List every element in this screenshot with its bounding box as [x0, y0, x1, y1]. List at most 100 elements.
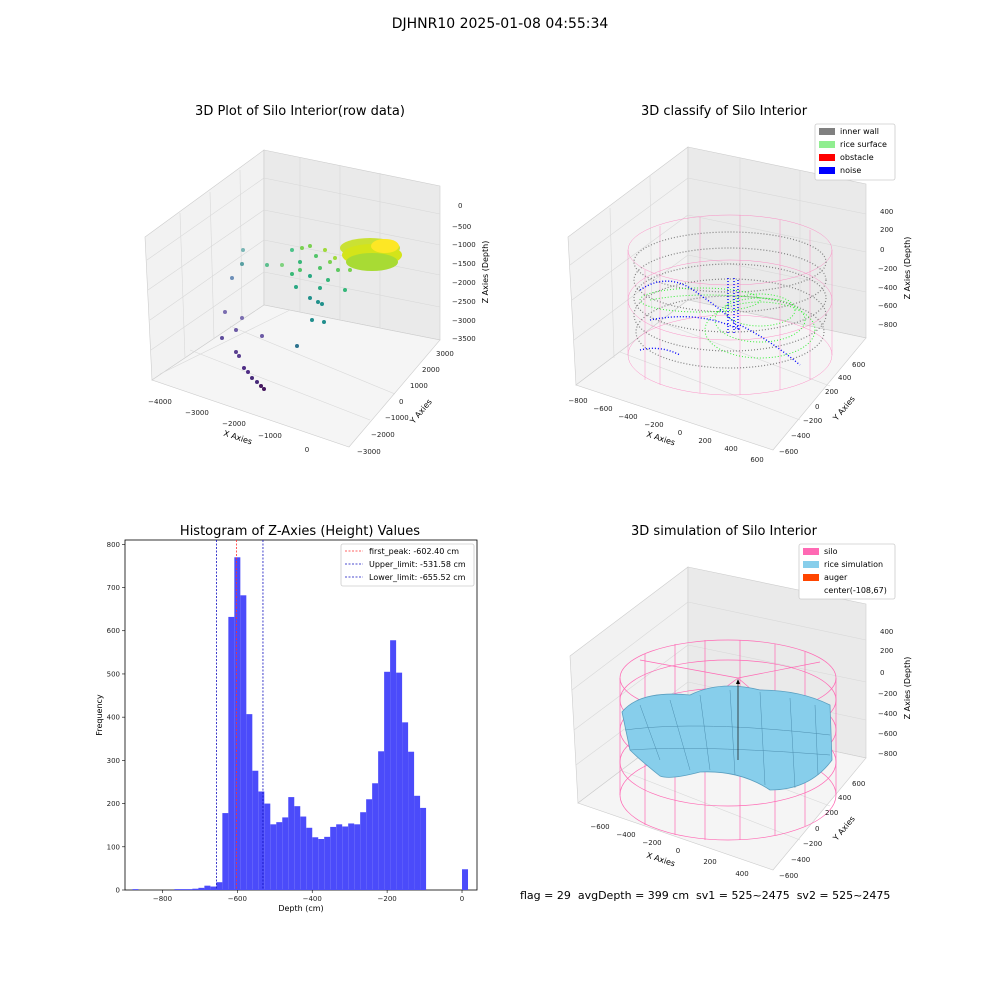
plot3-bars	[132, 557, 469, 890]
histogram-bar	[246, 714, 253, 890]
svg-text:200: 200	[880, 647, 893, 655]
legend-swatch-inner-wall	[819, 128, 835, 135]
svg-text:400: 400	[735, 870, 748, 878]
histogram-bar	[408, 751, 415, 890]
plot2-ylabel: Y Axies	[831, 394, 857, 423]
plot2-zlabel: Z Axies (Depth)	[903, 237, 912, 300]
plot1-zlabel: Z Axies (Depth)	[481, 241, 490, 304]
plot2-panes	[567, 146, 867, 451]
svg-text:400: 400	[880, 208, 893, 216]
y-tick-label: 500	[107, 670, 120, 678]
svg-text:−600: −600	[593, 405, 612, 413]
histogram-bar	[222, 813, 229, 890]
svg-text:−200: −200	[642, 839, 661, 847]
y-tick-label: 100	[107, 843, 120, 851]
histogram-bar	[420, 807, 427, 890]
svg-text:400: 400	[838, 374, 851, 382]
histogram-bar	[180, 889, 187, 890]
y-tick-label: 400	[107, 714, 120, 722]
svg-text:−500: −500	[452, 223, 471, 231]
legend-rice-surface: rice surface	[840, 140, 887, 149]
svg-text:0: 0	[880, 246, 884, 254]
svg-text:400: 400	[724, 445, 737, 453]
plot4-rice-surface	[621, 679, 833, 791]
svg-text:−600: −600	[779, 448, 798, 456]
legend-lower-limit: Lower_limit: -655.52 cm	[369, 573, 466, 582]
plot2-legend: inner wall rice surface obstacle noise	[814, 123, 896, 181]
svg-text:400: 400	[838, 794, 851, 802]
svg-text:0: 0	[880, 669, 884, 677]
x-tick-label: −800	[153, 895, 172, 903]
figure-suptitle: DJHNR10 2025-01-08 04:55:34	[391, 16, 609, 32]
svg-text:400: 400	[880, 628, 893, 636]
histogram-bar	[240, 595, 247, 890]
svg-text:0: 0	[305, 446, 309, 454]
histogram-bar	[300, 816, 307, 890]
histogram-bar	[312, 837, 319, 890]
y-tick-label: 700	[107, 584, 120, 592]
svg-text:−200: −200	[878, 690, 897, 698]
histogram-bar	[402, 722, 409, 890]
legend-swatch-noise	[819, 167, 835, 174]
histogram-bar	[330, 826, 337, 890]
legend-upper-limit: Upper_limit: -531.58 cm	[369, 560, 466, 569]
x-tick-label: 0	[460, 895, 464, 903]
histogram-bar	[234, 557, 241, 890]
histogram-bar	[210, 886, 217, 890]
svg-text:0: 0	[399, 398, 403, 406]
histogram-bar	[378, 751, 385, 890]
legend-swatch-auger	[803, 574, 819, 581]
histogram-bar	[204, 885, 211, 890]
y-tick-label: 600	[107, 627, 120, 635]
legend-swatch-rice-surface	[819, 141, 835, 148]
plot2-xlabel: X Axies	[645, 430, 676, 448]
svg-text:−2000: −2000	[371, 431, 395, 439]
plot1-title: 3D Plot of Silo Interior(row data)	[195, 104, 405, 119]
histogram-bar	[306, 827, 313, 890]
plot4-ylabel: Y Axies	[831, 814, 857, 843]
plot1-ylabel: Y Axies	[408, 397, 434, 426]
plot3-y-ticks: 0 100 200 300 400 500 600 700 800	[107, 541, 125, 895]
histogram-bar	[258, 791, 265, 890]
svg-text:−3000: −3000	[452, 317, 476, 325]
legend-auger: auger	[824, 573, 848, 582]
svg-text:200: 200	[703, 858, 716, 866]
svg-text:3000: 3000	[436, 350, 454, 358]
center-marker	[736, 679, 740, 684]
plot3-x-ticks: −800 −600 −400 −200 0	[153, 890, 464, 903]
svg-text:200: 200	[825, 388, 838, 396]
histogram-bar	[216, 882, 223, 890]
x-tick-label: −200	[378, 895, 397, 903]
histogram-bar	[228, 616, 235, 890]
y-tick-label: 800	[107, 541, 120, 549]
svg-text:0: 0	[815, 403, 819, 411]
svg-text:−200: −200	[878, 265, 897, 273]
plot2-rice-surface	[639, 287, 816, 359]
svg-text:−600: −600	[878, 302, 897, 310]
svg-text:−800: −800	[878, 321, 897, 329]
legend-swatch-obstacle	[819, 154, 835, 161]
svg-text:−1500: −1500	[452, 260, 476, 268]
plot1-raw-3d-scatter: −4000 −3000 −2000 −1000 0 X Axies −3000 −200…	[144, 149, 490, 456]
plot4-title: 3D simulation of Silo Interior	[631, 524, 817, 539]
plot1-x-ticks: −4000 −3000 −2000 −1000 0	[148, 398, 309, 454]
legend-swatch-silo	[803, 548, 819, 555]
plot2-inner-wall	[633, 231, 827, 369]
plot2-x-ticks: −800 −600 −400 −200 0 200 400 600	[568, 397, 763, 464]
plot1-z-ticks: 0 −500 −1000 −1500 −2000 −2500 −3000 −3500	[452, 202, 476, 343]
histogram-bar	[384, 671, 391, 890]
histogram-bar	[318, 839, 325, 890]
plot3-xlabel: Depth (cm)	[278, 904, 323, 913]
plot2-silo-wireframe	[627, 214, 833, 396]
plot4-xlabel: X Axies	[645, 851, 676, 869]
svg-text:−400: −400	[618, 413, 637, 421]
svg-text:−200: −200	[803, 417, 822, 425]
svg-text:0: 0	[678, 429, 682, 437]
histogram-bar	[174, 889, 181, 890]
svg-text:−1000: −1000	[258, 432, 282, 440]
histogram-bar	[186, 889, 193, 890]
y-tick-label: 0	[116, 887, 120, 895]
histogram-bar	[342, 826, 349, 890]
